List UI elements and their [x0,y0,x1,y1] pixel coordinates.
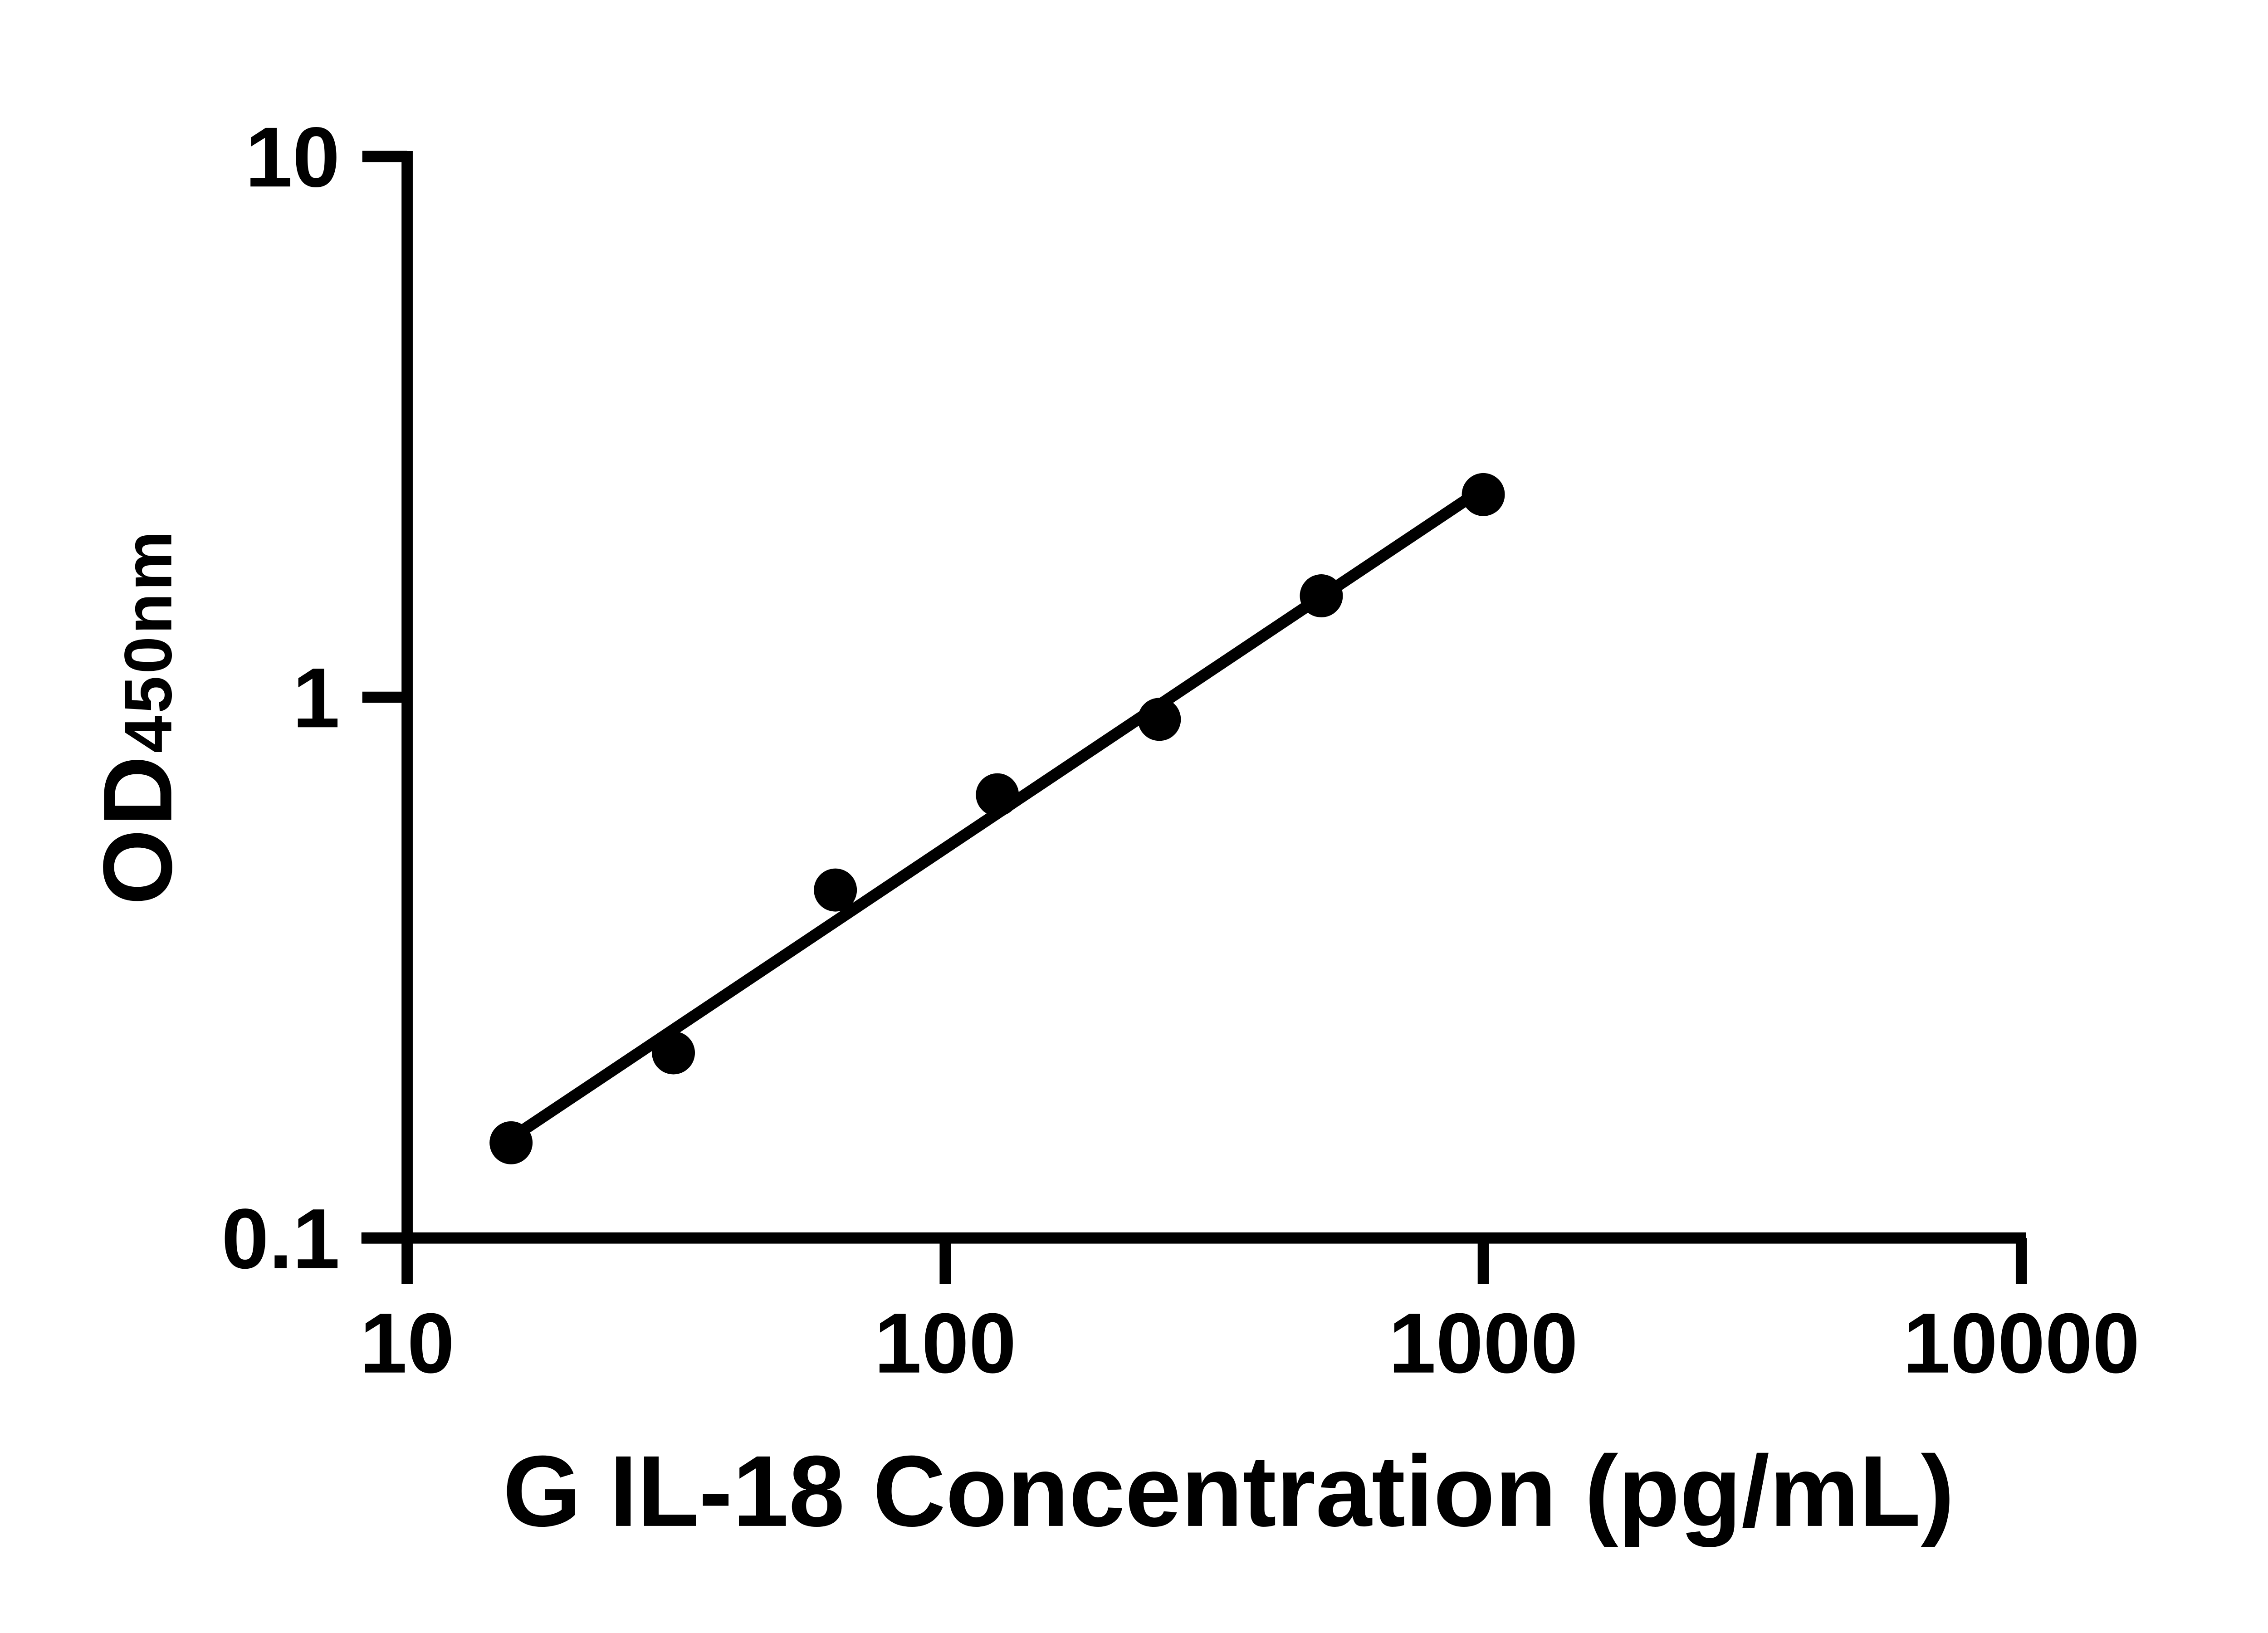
x-tick-marks [401,1238,2027,1285]
data-point [489,1121,533,1164]
data-point [652,1031,695,1075]
data-point [814,868,857,912]
x-tick-label-1000: 1000 [1388,1296,1578,1391]
x-tick-label-10000: 10000 [1903,1296,2140,1391]
x-tick-label-100: 100 [874,1296,1016,1391]
data-point [976,773,1019,816]
x-tick-labels: 10 100 1000 10000 [360,1296,2140,1391]
y-axis-title: OD450nm [83,529,192,905]
x-tick-label-10: 10 [360,1296,455,1391]
x-axis-title: G IL-18 Concentration (pg/mL) [503,1435,1955,1548]
data-point [1300,574,1343,617]
y-tick-marks [362,151,407,1244]
figure-background [0,9,2268,1624]
y-tick-labels: 10 1 0.1 [221,109,340,1286]
data-point [1138,698,1181,741]
y-tick-label-1: 1 [293,650,340,745]
data-points [489,473,1505,1164]
y-axis-title-subscript: 450nm [111,529,186,753]
y-axis-title-main: OD [83,753,192,905]
data-point [1461,473,1505,516]
y-tick-label-10: 10 [245,109,340,205]
y-tick-label-0p1: 0.1 [221,1191,340,1286]
